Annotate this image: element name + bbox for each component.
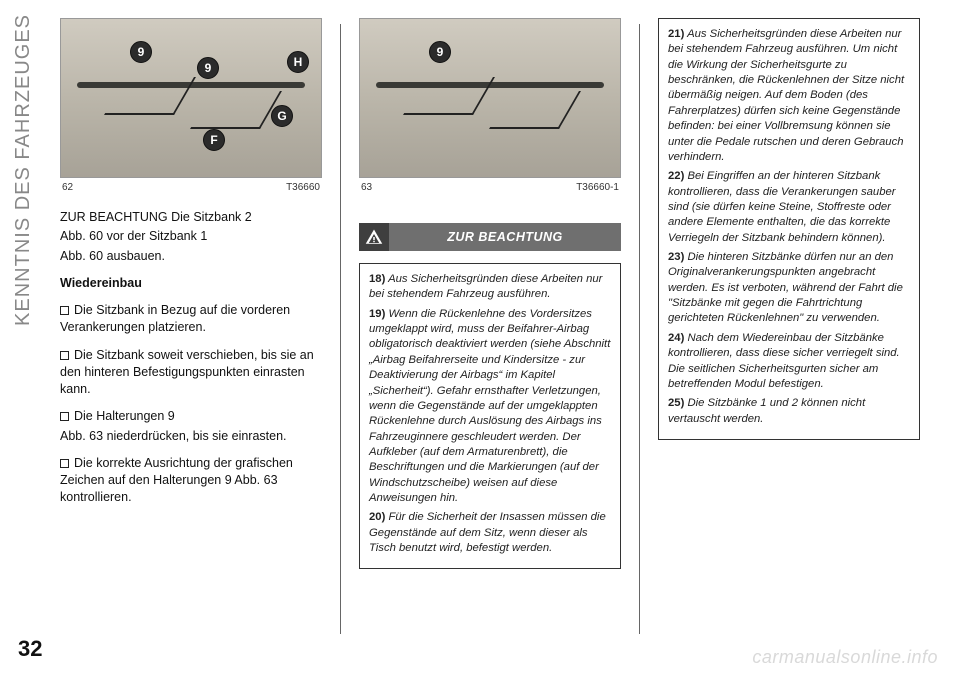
figure-code: T36660	[286, 182, 320, 193]
figure-marker: 9	[197, 57, 219, 79]
column-1: 9 9 H G F 62 T36660 ZUR BEACHTUNG Die Sitzba…	[60, 18, 322, 660]
bullet-item: Die Halterungen 9	[60, 408, 322, 425]
figure-62-image	[61, 19, 321, 177]
figure-marker: G	[271, 105, 293, 127]
note-item: 24) Nach dem Wiedereinbau der Sitzbänke …	[668, 331, 910, 392]
note-item: 22) Bei Eingriffen an der hinteren Sitzb…	[668, 169, 910, 246]
paragraph: Abb. 60 vor der Sitzbank 1	[60, 228, 322, 245]
figure-63-image	[360, 19, 620, 177]
figure-63: 9	[359, 18, 621, 178]
figure-marker: 9	[429, 41, 451, 63]
paragraph: ZUR BEACHTUNG Die Sitzbank 2	[60, 209, 322, 226]
bullet-item: Die Sitzbank soweit verschieben, bis sie…	[60, 347, 322, 399]
figure-index: 63	[361, 182, 372, 193]
column-2: 9 63 T36660-1 ZUR BEACHTUNG 18) Aus Sich…	[359, 18, 621, 660]
note-item: 19) Wenn die Rückenlehne des Vordersitze…	[369, 307, 611, 507]
figure-marker: F	[203, 129, 225, 151]
warning-icon	[359, 223, 389, 251]
figure-code: T36660-1	[576, 182, 619, 193]
figure-62-caption: 62 T36660	[60, 182, 322, 193]
note-box-1: 18) Aus Sicherheitsgründen diese Arbeite…	[359, 263, 621, 569]
column-divider	[340, 24, 341, 634]
note-item: 20) Für die Sicherheit der Insassen müss…	[369, 510, 611, 556]
bullet-item: Die korrekte Ausrichtung der grafischen …	[60, 455, 322, 507]
figure-62: 9 9 H G F	[60, 18, 322, 178]
column-divider	[639, 24, 640, 634]
paragraph: Abb. 63 niederdrücken, bis sie einrasten…	[60, 428, 322, 445]
figure-index: 62	[62, 182, 73, 193]
watermark: carmanualsonline.info	[752, 647, 938, 668]
content-columns: 9 9 H G F 62 T36660 ZUR BEACHTUNG Die Sitzba…	[60, 18, 920, 660]
bullet-item: Die Sitzbank in Bezug auf die vorderen V…	[60, 302, 322, 337]
figure-marker: H	[287, 51, 309, 73]
page-number: 32	[18, 636, 42, 662]
note-item: 23) Die hinteren Sitzbänke dürfen nur an…	[668, 250, 910, 327]
note-box-2: 21) Aus Sicherheitsgründen diese Arbeite…	[658, 18, 920, 440]
paragraph: Abb. 60 ausbauen.	[60, 248, 322, 265]
square-bullet-icon	[60, 306, 69, 315]
square-bullet-icon	[60, 459, 69, 468]
square-bullet-icon	[60, 412, 69, 421]
warning-title: ZUR BEACHTUNG	[389, 230, 621, 244]
column-1-text: ZUR BEACHTUNG Die Sitzbank 2 Abb. 60 vor…	[60, 209, 322, 517]
figure-marker: 9	[130, 41, 152, 63]
manual-page: KENNTNIS DES FAHRZEUGES 32 9 9 H G F 62 T366…	[0, 0, 960, 678]
column-3: 21) Aus Sicherheitsgründen diese Arbeite…	[658, 18, 920, 660]
figure-63-caption: 63 T36660-1	[359, 182, 621, 193]
note-item: 18) Aus Sicherheitsgründen diese Arbeite…	[369, 272, 611, 303]
note-item: 25) Die Sitzbänke 1 und 2 können nicht v…	[668, 396, 910, 427]
warning-bar: ZUR BEACHTUNG	[359, 223, 621, 251]
note-item: 21) Aus Sicherheitsgründen diese Arbeite…	[668, 27, 910, 165]
section-title-vertical: KENNTNIS DES FAHRZEUGES	[12, 14, 35, 326]
heading: Wiedereinbau	[60, 275, 322, 292]
square-bullet-icon	[60, 351, 69, 360]
